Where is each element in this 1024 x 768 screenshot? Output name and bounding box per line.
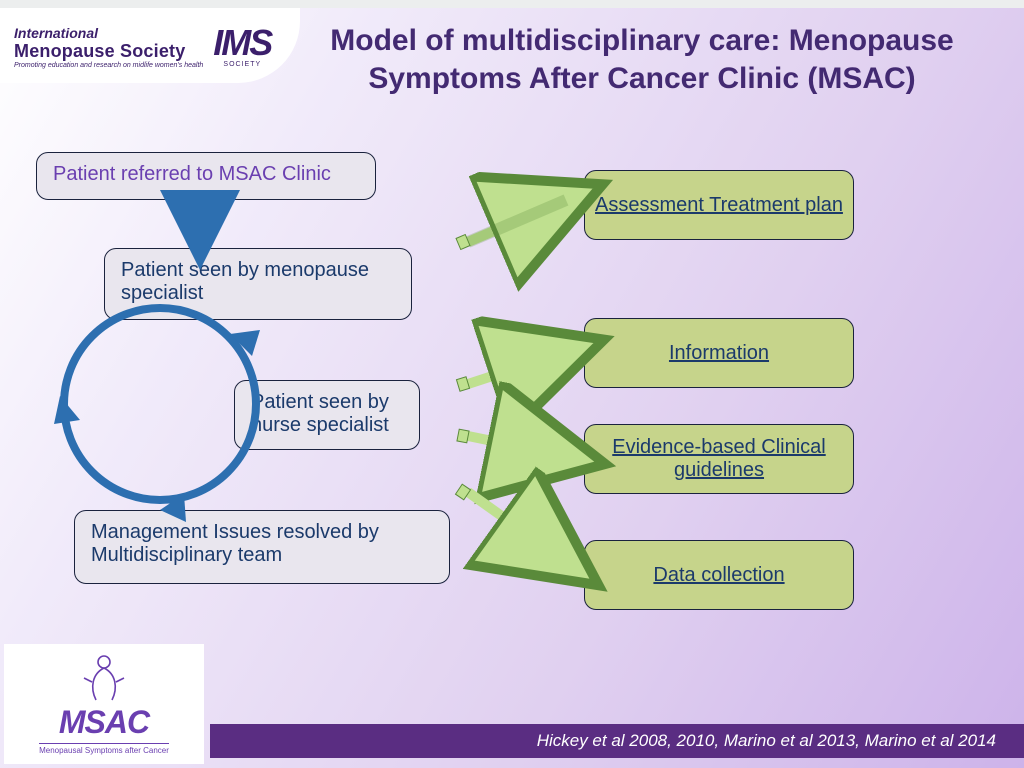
green-arrow-2 [456,352,566,391]
flow-team: Management Issues resolved by Multidisci… [74,510,450,584]
cycle-arrow-left [54,396,80,424]
green-arrows [455,200,566,562]
flow-referred: Patient referred to MSAC Clinic [36,152,376,200]
ims-mark-sub: SOCIETY [223,61,261,68]
ims-logo: International Menopause Society Promotin… [0,8,300,83]
out-information: Information [584,318,854,388]
green-arrow-1 [456,200,566,249]
flow-nurse: Patient seen by nurse specialist [234,380,420,450]
ims-line2: Menopause Society [14,41,203,62]
ims-mark: IMS [213,25,271,61]
out-guidelines: Evidence-based Clinical guidelines [584,424,854,494]
cycle-circle [64,308,256,500]
footer-citation: Hickey et al 2008, 2010, Marino et al 20… [210,724,1024,758]
green-arrow-4 [455,484,566,562]
msac-divider [39,743,169,744]
ims-tagline: Promoting education and research on midl… [14,62,203,69]
msac-figure-icon [82,654,126,704]
green-arrow-3 [457,429,566,456]
ims-line1: International [14,25,203,41]
cycle-arrow-right [230,330,260,356]
slide-title: Model of multidisciplinary care: Menopau… [300,22,984,97]
msac-logo: MSAC Menopausal Symptoms after Cancer [4,644,204,764]
flow-specialist: Patient seen by menopause specialist [104,248,412,320]
out-assessment: Assessment Treatment plan [584,170,854,240]
msac-word: MSAC [59,704,149,741]
out-data: Data collection [584,540,854,610]
msac-sub: Menopausal Symptoms after Cancer [39,746,169,755]
top-gray-bar [0,0,1024,8]
